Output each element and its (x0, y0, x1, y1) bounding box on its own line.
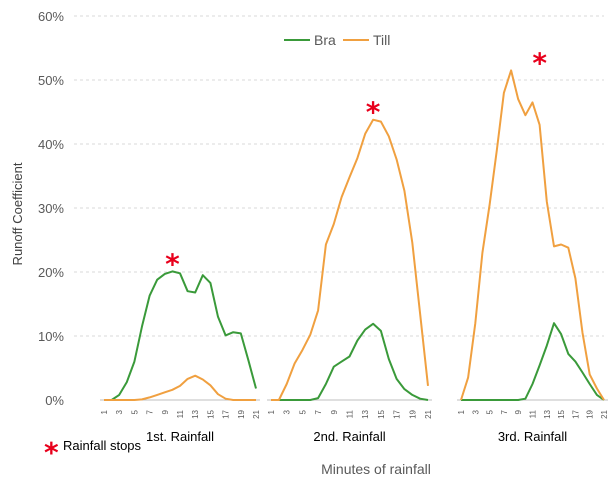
y-tick-label: 40% (38, 137, 64, 152)
rainfall-stops-note-text: Rainfall stops (63, 438, 142, 453)
panel-label: 3rd. Rainfall (498, 429, 567, 444)
x-tick-label: 11 (529, 409, 538, 418)
x-tick-label: 17 (393, 409, 402, 418)
x-tick-label: 5 (486, 409, 495, 414)
legend: Bra Till (284, 32, 390, 48)
x-tick-label: 5 (130, 409, 139, 414)
series-line-till (271, 118, 429, 401)
legend-label-till: Till (373, 32, 390, 48)
x-tick-label: 7 (500, 409, 509, 414)
y-tick-label: 60% (38, 9, 64, 24)
rainfall-stop-marker: * (165, 247, 180, 280)
y-tick-label: 10% (38, 329, 64, 344)
x-tick-label: 11 (176, 409, 185, 418)
series-line-bra (461, 322, 605, 401)
x-tick-label: 11 (346, 409, 355, 418)
x-tick-label: 3 (471, 409, 480, 414)
x-tick-label: 1 (457, 409, 466, 414)
x-tick-label: 21 (600, 409, 609, 418)
panel-label: 1st. Rainfall (146, 429, 214, 444)
x-tick-label: 3 (283, 409, 292, 414)
x-tick-label: 5 (298, 409, 307, 414)
y-tick-label: 30% (38, 201, 64, 216)
x-tick-label: 13 (361, 409, 370, 418)
y-tick-labels: 0% 10% 20% 30% 40% 50% 60% (38, 9, 64, 408)
x-tick-label: 13 (191, 409, 200, 418)
series-line-till (104, 374, 256, 401)
x-tick-label: 7 (314, 409, 323, 414)
series-line-till (460, 69, 605, 401)
x-axis-label: Minutes of rainfall (321, 461, 431, 477)
x-tick-label: 17 (222, 409, 231, 418)
x-tick-label: 1 (100, 409, 109, 414)
y-tick-label: 0% (45, 393, 64, 408)
rainfall-stop-marker: * (366, 96, 381, 129)
x-tick-label: 19 (237, 409, 246, 418)
series-line-bra (271, 322, 429, 401)
rainfall-stops-note: * Rainfall stops (44, 436, 142, 469)
x-tick-label: 9 (330, 409, 339, 414)
x-tick-label: 7 (146, 409, 155, 414)
y-tick-label: 20% (38, 265, 64, 280)
legend-label-bra: Bra (314, 32, 336, 48)
y-axis-label: Runoff Coefficient (10, 162, 25, 265)
x-tick-label: 19 (586, 409, 595, 418)
series-line-bra (104, 270, 257, 401)
x-tick-label: 15 (557, 409, 566, 418)
x-tick-label: 1 (267, 409, 276, 414)
panel-label: 2nd. Rainfall (313, 429, 385, 444)
rainfall-stop-marker: * (532, 46, 547, 79)
x-tick-label: 15 (377, 409, 386, 418)
x-tick-label: 21 (424, 409, 433, 418)
x-tick-label: 19 (408, 409, 417, 418)
rainfall-stop-markers: * * * (165, 46, 547, 280)
x-tick-label: 9 (161, 409, 170, 414)
x-tick-label: 13 (543, 409, 552, 418)
x-tick-label: 17 (571, 409, 580, 418)
rainfall-stops-note-marker: * (44, 436, 59, 469)
x-tick-label: 15 (206, 409, 215, 418)
x-tick-label: 21 (252, 409, 261, 418)
y-tick-label: 50% (38, 73, 64, 88)
x-tick-label: 3 (115, 409, 124, 414)
x-tick-label: 9 (514, 409, 523, 414)
